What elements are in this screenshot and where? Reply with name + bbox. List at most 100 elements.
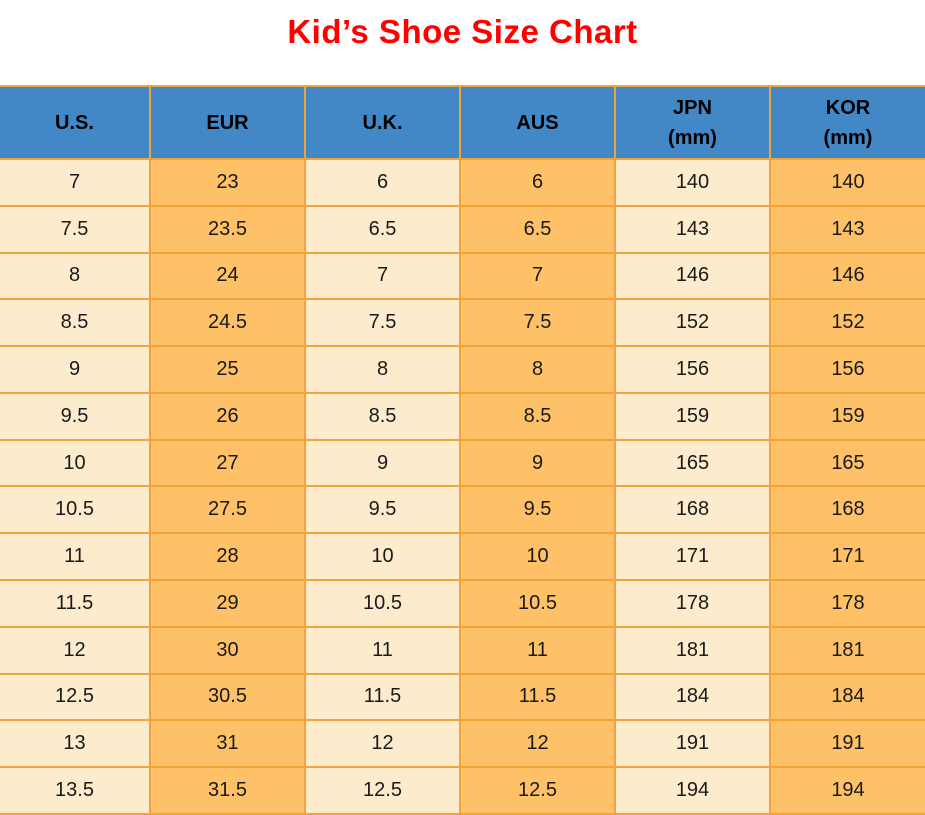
table-row: 13 31 12 12 191 191 bbox=[0, 719, 925, 769]
size-cell: 12 bbox=[459, 719, 616, 769]
size-cell: 27 bbox=[149, 438, 306, 488]
size-cell: 168 bbox=[769, 485, 925, 535]
size-cell: 11 bbox=[304, 625, 461, 675]
size-cell: 10.5 bbox=[304, 579, 461, 628]
size-cell: 171 bbox=[614, 532, 771, 582]
table-row: 7.5 23.5 6.5 6.5 143 143 bbox=[0, 204, 925, 254]
size-cell: 143 bbox=[769, 204, 925, 254]
column-header-label: EUR bbox=[206, 111, 249, 134]
size-cell: 165 bbox=[614, 438, 771, 488]
size-cell: 12.5 bbox=[304, 766, 461, 815]
table-row: 10.5 27.5 9.5 9.5 168 168 bbox=[0, 485, 925, 535]
size-cell: 8.5 bbox=[0, 298, 151, 348]
size-cell: 9.5 bbox=[0, 391, 151, 441]
size-cell: 10 bbox=[0, 438, 151, 488]
table-row: 11 28 10 10 171 171 bbox=[0, 532, 925, 582]
size-cell: 7 bbox=[459, 251, 616, 301]
size-cell: 11.5 bbox=[0, 579, 151, 628]
size-cell: 159 bbox=[769, 391, 925, 441]
size-cell: 30.5 bbox=[149, 672, 306, 722]
size-cell: 8 bbox=[459, 345, 616, 394]
size-cell: 146 bbox=[769, 251, 925, 301]
size-cell: 10 bbox=[459, 532, 616, 582]
column-header-kor: KOR (mm) bbox=[769, 85, 925, 160]
size-cell: 7.5 bbox=[0, 204, 151, 254]
column-header-unit: (mm) bbox=[823, 126, 873, 149]
size-cell: 12 bbox=[0, 625, 151, 675]
size-cell: 146 bbox=[614, 251, 771, 301]
size-cell: 31.5 bbox=[149, 766, 306, 815]
column-header-us: U.S. bbox=[0, 85, 151, 160]
size-cell: 8 bbox=[304, 345, 461, 394]
size-cell: 12.5 bbox=[459, 766, 616, 815]
size-cell: 191 bbox=[614, 719, 771, 769]
column-header-aus: AUS bbox=[459, 85, 616, 160]
size-cell: 12 bbox=[304, 719, 461, 769]
size-cell: 24 bbox=[149, 251, 306, 301]
size-cell: 10.5 bbox=[0, 485, 151, 535]
table-row: 11.5 29 10.5 10.5 178 178 bbox=[0, 579, 925, 628]
size-cell: 10 bbox=[304, 532, 461, 582]
table-header: U.S. EUR U.K. AUS JPN (mm) KOR (mm) bbox=[0, 85, 925, 160]
size-cell: 26 bbox=[149, 391, 306, 441]
size-cell: 156 bbox=[614, 345, 771, 394]
size-cell: 152 bbox=[614, 298, 771, 348]
size-cell: 25 bbox=[149, 345, 306, 394]
size-cell: 24.5 bbox=[149, 298, 306, 348]
size-cell: 152 bbox=[769, 298, 925, 348]
size-cell: 30 bbox=[149, 625, 306, 675]
size-cell: 181 bbox=[769, 625, 925, 675]
size-cell: 31 bbox=[149, 719, 306, 769]
table-row: 9.5 26 8.5 8.5 159 159 bbox=[0, 391, 925, 441]
size-cell: 23 bbox=[149, 158, 306, 207]
size-cell: 6.5 bbox=[304, 204, 461, 254]
size-cell: 9 bbox=[459, 438, 616, 488]
shoe-size-table: U.S. EUR U.K. AUS JPN (mm) KOR (mm) 7 23 6 6 140 140… bbox=[0, 85, 925, 815]
size-cell: 11.5 bbox=[304, 672, 461, 722]
size-cell: 8.5 bbox=[459, 391, 616, 441]
size-cell: 28 bbox=[149, 532, 306, 582]
size-cell: 156 bbox=[769, 345, 925, 394]
table-row: 8 24 7 7 146 146 bbox=[0, 251, 925, 301]
size-cell: 159 bbox=[614, 391, 771, 441]
size-cell: 13 bbox=[0, 719, 151, 769]
column-header-unit: (mm) bbox=[668, 126, 717, 149]
table-row: 12 30 11 11 181 181 bbox=[0, 625, 925, 675]
column-header-uk: U.K. bbox=[304, 85, 461, 160]
size-cell: 7 bbox=[304, 251, 461, 301]
size-cell: 23.5 bbox=[149, 204, 306, 254]
header-row: U.S. EUR U.K. AUS JPN (mm) KOR (mm) bbox=[0, 85, 925, 160]
size-cell: 184 bbox=[614, 672, 771, 722]
size-cell: 194 bbox=[769, 766, 925, 815]
size-cell: 6.5 bbox=[459, 204, 616, 254]
size-cell: 7.5 bbox=[459, 298, 616, 348]
size-cell: 191 bbox=[769, 719, 925, 769]
size-cell: 7 bbox=[0, 158, 151, 207]
size-cell: 165 bbox=[769, 438, 925, 488]
table-row: 13.5 31.5 12.5 12.5 194 194 bbox=[0, 766, 925, 815]
size-cell: 11 bbox=[0, 532, 151, 582]
size-cell: 11.5 bbox=[459, 672, 616, 722]
column-header-label: JPN bbox=[673, 96, 712, 119]
size-cell: 140 bbox=[769, 158, 925, 207]
column-header-label: U.K. bbox=[362, 111, 403, 134]
size-cell: 9 bbox=[0, 345, 151, 394]
size-cell: 6 bbox=[304, 158, 461, 207]
table-row: 10 27 9 9 165 165 bbox=[0, 438, 925, 488]
size-cell: 27.5 bbox=[149, 485, 306, 535]
size-cell: 10.5 bbox=[459, 579, 616, 628]
size-cell: 171 bbox=[769, 532, 925, 582]
size-cell: 12.5 bbox=[0, 672, 151, 722]
table-row: 7 23 6 6 140 140 bbox=[0, 158, 925, 207]
column-header-jpn: JPN (mm) bbox=[614, 85, 771, 160]
size-cell: 194 bbox=[614, 766, 771, 815]
size-cell: 143 bbox=[614, 204, 771, 254]
size-cell: 11 bbox=[459, 625, 616, 675]
size-cell: 181 bbox=[614, 625, 771, 675]
size-cell: 9.5 bbox=[304, 485, 461, 535]
size-cell: 168 bbox=[614, 485, 771, 535]
size-cell: 8.5 bbox=[304, 391, 461, 441]
table-row: 9 25 8 8 156 156 bbox=[0, 345, 925, 394]
size-cell: 6 bbox=[459, 158, 616, 207]
size-cell: 184 bbox=[769, 672, 925, 722]
